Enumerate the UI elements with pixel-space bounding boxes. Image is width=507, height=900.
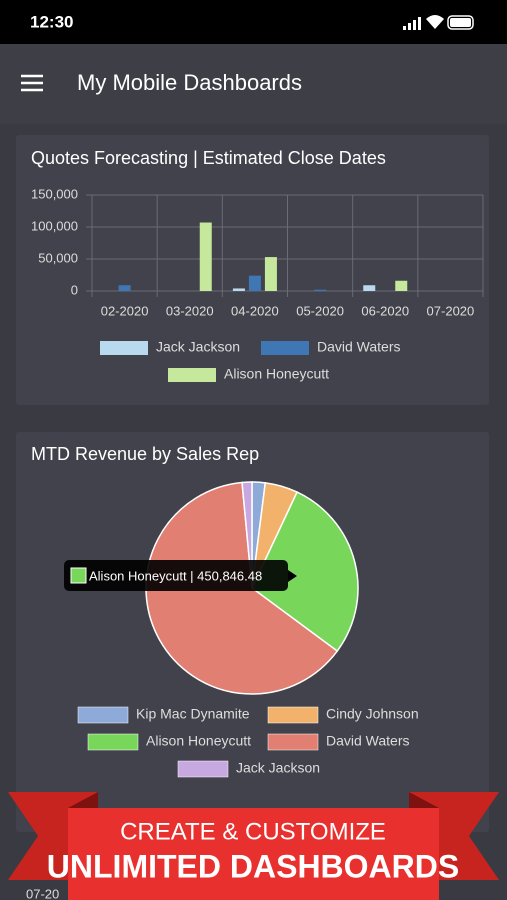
bar: [395, 280, 408, 291]
pie-slice: [251, 491, 359, 653]
app-header: [0, 44, 507, 124]
x-tick-label: 05-2020: [296, 303, 344, 318]
x-tick-label: 03-2020: [166, 303, 214, 318]
y-tick-label: 150,000: [31, 186, 78, 201]
menu-button[interactable]: [21, 74, 43, 92]
x-tick-label: 06-2020: [361, 303, 409, 318]
banner-line: UNLIMITED DASHBOARDS: [47, 848, 459, 884]
legend-label: Jack Jackson: [156, 339, 240, 355]
legend-swatch: [177, 760, 229, 778]
bar: [248, 275, 261, 291]
app-title: My Mobile Dashboards: [77, 70, 302, 95]
bar: [363, 285, 376, 291]
legend-label: Alison Honeycutt: [224, 366, 329, 382]
bar: [118, 285, 131, 291]
legend-swatch: [267, 733, 319, 751]
bar: [199, 222, 212, 291]
pie-chart: Kip Mac Dynamite Cindy Johnson Alison Hone…: [64, 481, 419, 778]
legend-swatch: [267, 706, 319, 724]
legend-label: David Waters: [317, 339, 401, 355]
tooltip-box: [64, 560, 288, 591]
card-title: Quotes Forecasting | Estimated Close Dat…: [31, 148, 386, 168]
tooltip-pointer: [288, 570, 297, 582]
legend-label: Cindy Johnson: [326, 706, 419, 722]
legend-swatch: [261, 341, 309, 355]
card: [16, 135, 489, 405]
x-tick-label: 07-2020: [427, 303, 475, 318]
banner-line: CREATE & CUSTOMIZE: [120, 818, 386, 845]
status-icons: [403, 15, 474, 30]
y-tick-label: 100,000: [31, 218, 78, 233]
legend-label: Alison Honeycutt: [146, 733, 251, 749]
tooltip-text: Alison Honeycutt | 450,846.48: [89, 568, 262, 583]
x-tick-label: 04-2020: [231, 303, 279, 318]
banner: [8, 792, 499, 900]
bar: [314, 289, 327, 291]
bar: [264, 257, 277, 291]
status-bar: [0, 0, 507, 44]
legend-label: David Waters: [326, 733, 410, 749]
legend-label: Jack Jackson: [236, 760, 320, 776]
status-time: 12:30: [30, 12, 73, 31]
legend-swatch: [77, 706, 129, 724]
legend-swatch: [100, 341, 148, 355]
partial-label: 07-20: [26, 886, 59, 900]
bar-chart: 0 50,000 100,000 150,000 02-2020 03-2020 04-20…: [31, 186, 484, 382]
legend-swatch: [87, 733, 139, 751]
y-tick-label: 50,000: [38, 250, 78, 265]
x-tick-label: 02-2020: [101, 303, 149, 318]
legend-label: Kip Mac Dynamite: [136, 706, 250, 722]
tooltip-swatch: [70, 567, 87, 584]
y-tick-label: 0: [71, 282, 78, 297]
legend-swatch: [168, 368, 216, 382]
card-title: MTD Revenue by Sales Rep: [31, 444, 259, 464]
bar: [232, 288, 245, 291]
